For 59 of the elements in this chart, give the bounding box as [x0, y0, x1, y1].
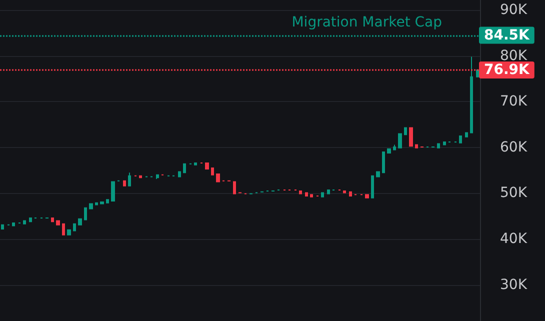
candlestick: [415, 144, 418, 148]
candlestick: [404, 127, 407, 136]
candlestick: [437, 143, 440, 148]
candlestick: [1, 224, 4, 230]
candlestick: [321, 192, 324, 198]
candlestick: [382, 152, 385, 174]
candlestick: [29, 217, 32, 222]
y-tick-label: 70K: [500, 94, 528, 110]
candlestick: [371, 175, 374, 198]
candlestick: [327, 190, 330, 194]
y-tick-label: 60K: [500, 139, 528, 156]
y-tick-label: 80K: [500, 48, 528, 64]
candlestick: [305, 192, 308, 196]
candlestick: [111, 181, 115, 202]
candlestick: [23, 220, 26, 224]
candlestick: [194, 162, 197, 166]
candlestick: [84, 207, 87, 220]
candlestick: [62, 223, 65, 236]
y-tick-label: 30K: [500, 276, 528, 293]
candlestick: [123, 180, 126, 186]
candlestick: [89, 203, 93, 210]
candlestick: [443, 141, 446, 146]
y-tick-label: 40K: [500, 231, 528, 248]
candlestick: [349, 191, 352, 196]
candlestick: [398, 133, 402, 148]
candlestick: [78, 218, 82, 226]
candlestick: [211, 168, 214, 176]
candlestick: [409, 127, 413, 147]
candlestick: [178, 171, 181, 178]
candlestick: [393, 144, 396, 150]
candlestick: [470, 56, 473, 134]
candlestick: [343, 190, 346, 194]
candlestick: [299, 190, 302, 194]
candlestick: [51, 217, 54, 222]
candlestick: [100, 201, 104, 204]
candlestick: [183, 163, 186, 174]
y-tick-label: 90K: [500, 2, 528, 18]
y-tick-label: 50K: [500, 185, 528, 202]
candlestick: [310, 194, 313, 198]
candlestick: [365, 194, 369, 198]
ref-line-label: Migration Market Cap: [292, 14, 442, 30]
text: 84.5K: [484, 27, 531, 44]
text: 76.9K: [484, 62, 531, 78]
candlestick: [56, 220, 60, 226]
candlestick: [12, 222, 15, 226]
candlestick: [387, 148, 391, 154]
candlestick: [459, 136, 462, 144]
candlestick: [128, 172, 131, 186]
candlestick: [233, 181, 236, 194]
candlestick: [106, 199, 109, 204]
candlestick: [67, 229, 71, 236]
candlestick: [156, 174, 159, 180]
candlestick: [376, 171, 380, 178]
candlestick: [95, 202, 98, 206]
candlestick: [139, 175, 142, 178]
candlestick: [205, 162, 209, 170]
candlestick: [465, 132, 468, 138]
candlestick: [73, 223, 76, 232]
candlestick: [216, 174, 220, 182]
